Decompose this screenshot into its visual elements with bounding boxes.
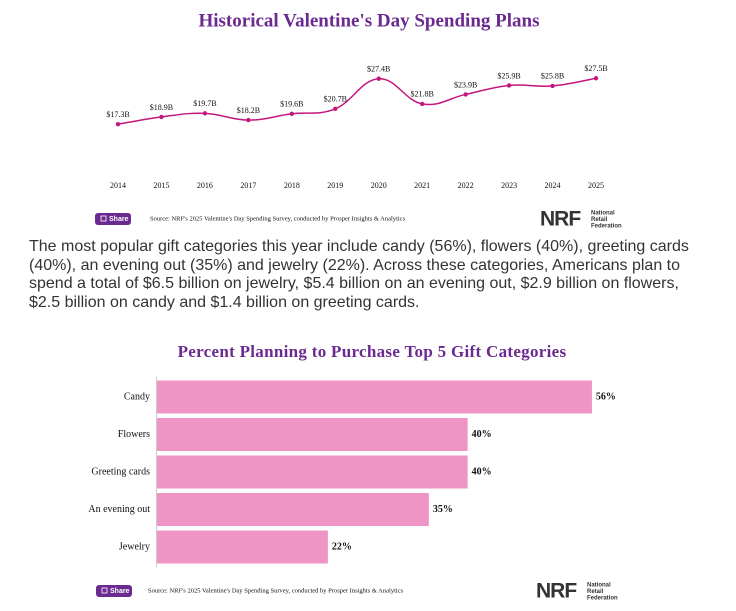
point xyxy=(246,117,251,123)
logo-caption: National xyxy=(587,583,611,589)
x-tick-label: 2023 xyxy=(501,181,517,190)
point xyxy=(419,101,425,107)
category-label: Candy xyxy=(124,391,150,402)
data-label: $27.5B xyxy=(584,64,607,73)
share-label: Share xyxy=(110,588,130,595)
x-tick-label: 2017 xyxy=(240,181,256,190)
x-tick-label: 2020 xyxy=(371,181,387,190)
point xyxy=(333,106,338,112)
point xyxy=(376,76,381,81)
data-label: $21.8B xyxy=(411,90,434,99)
data-label: 22% xyxy=(332,541,352,552)
logo-caption: Retail xyxy=(591,217,608,223)
point xyxy=(550,83,555,89)
data-label: $25.8B xyxy=(541,72,564,81)
line xyxy=(117,77,597,125)
category-label: Greeting cards xyxy=(91,466,150,477)
chart-title: Historical Valentine's Day Spending Plan… xyxy=(198,10,539,31)
x-tick-label: 2022 xyxy=(458,181,474,190)
data-label: 35% xyxy=(433,504,453,515)
category-label: Flowers xyxy=(118,429,150,440)
category-label: Jewelry xyxy=(119,541,150,552)
data-label: 56% xyxy=(596,391,616,402)
data-label: $19.6B xyxy=(280,100,303,109)
point xyxy=(506,83,512,88)
data-label: $19.7B xyxy=(193,99,216,108)
chart-title: Percent Planning to Purchase Top 5 Gift … xyxy=(178,342,567,361)
logo-caption: Federation xyxy=(591,224,622,230)
bar xyxy=(157,530,328,564)
paragraph: The most popular gift categories this ye… xyxy=(29,238,689,311)
data-label: $25.9B xyxy=(497,71,520,80)
share-button[interactable]: Share xyxy=(96,585,132,597)
point xyxy=(115,121,121,127)
data-label: 40% xyxy=(472,429,492,440)
point xyxy=(463,92,468,97)
category-label: An evening out xyxy=(88,504,150,515)
point xyxy=(202,111,208,116)
data-label: $27.4B xyxy=(367,65,390,74)
logo-caption: Retail xyxy=(587,589,604,595)
bar xyxy=(157,418,468,451)
source-note: Source: NRF's 2025 Valentine's Day Spend… xyxy=(148,587,404,594)
data-label: $18.9B xyxy=(150,103,173,112)
point xyxy=(289,111,295,117)
x-tick-label: 2021 xyxy=(414,181,430,190)
data-label: $17.3B xyxy=(106,110,129,119)
bar xyxy=(157,380,592,414)
data-label: 40% xyxy=(472,466,492,477)
share-icon xyxy=(100,215,107,222)
bar xyxy=(157,493,429,526)
data-label: $18.2B xyxy=(237,106,260,115)
point xyxy=(159,114,164,120)
x-tick-label: 2014 xyxy=(110,181,126,190)
x-tick-label: 2016 xyxy=(197,181,213,190)
bar xyxy=(157,455,468,489)
logo-caption: Federation xyxy=(587,596,618,602)
x-tick-label: 2019 xyxy=(327,181,343,190)
data-label: $20.7B xyxy=(324,95,347,104)
logo: NRF xyxy=(536,580,577,603)
logo: NRF xyxy=(540,208,581,231)
share-label: Share xyxy=(109,216,129,223)
source-note: Source: NRF's 2025 Valentine's Day Spend… xyxy=(150,215,406,222)
share-button[interactable]: Share xyxy=(95,213,131,225)
point xyxy=(593,76,599,81)
x-tick-label: 2025 xyxy=(588,181,604,190)
x-tick-label: 2015 xyxy=(153,181,169,190)
share-icon xyxy=(101,587,108,594)
x-tick-label: 2018 xyxy=(284,181,300,190)
x-tick-label: 2024 xyxy=(545,181,561,190)
data-label: $23.9B xyxy=(454,80,477,89)
logo-caption: National xyxy=(591,211,615,217)
